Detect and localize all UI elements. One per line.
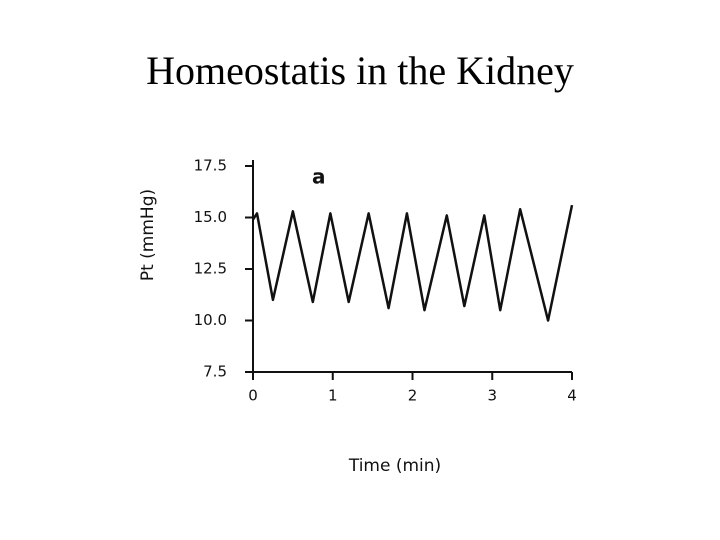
y-tick-label: 10.0 — [194, 311, 227, 329]
y-tick-label: 12.5 — [194, 260, 227, 278]
x-tick-label: 3 — [487, 387, 497, 405]
line — [251, 204, 574, 322]
annotation: a — [312, 165, 326, 189]
y-tick-label: 17.5 — [194, 157, 227, 175]
y-axis-label: Pt (mmHg) — [138, 189, 158, 281]
slide-title: Homeostatis in the Kidney — [146, 48, 574, 93]
y-tick-label: 15.0 — [194, 208, 227, 226]
x-tick-label: 2 — [408, 387, 418, 405]
y-tick-label: 7.5 — [203, 363, 227, 381]
x-axis-label: Time (min) — [348, 456, 441, 476]
x-tick-label: 4 — [567, 387, 577, 405]
x-tick-label: 0 — [248, 387, 258, 405]
x-tick-label: 1 — [328, 387, 338, 405]
